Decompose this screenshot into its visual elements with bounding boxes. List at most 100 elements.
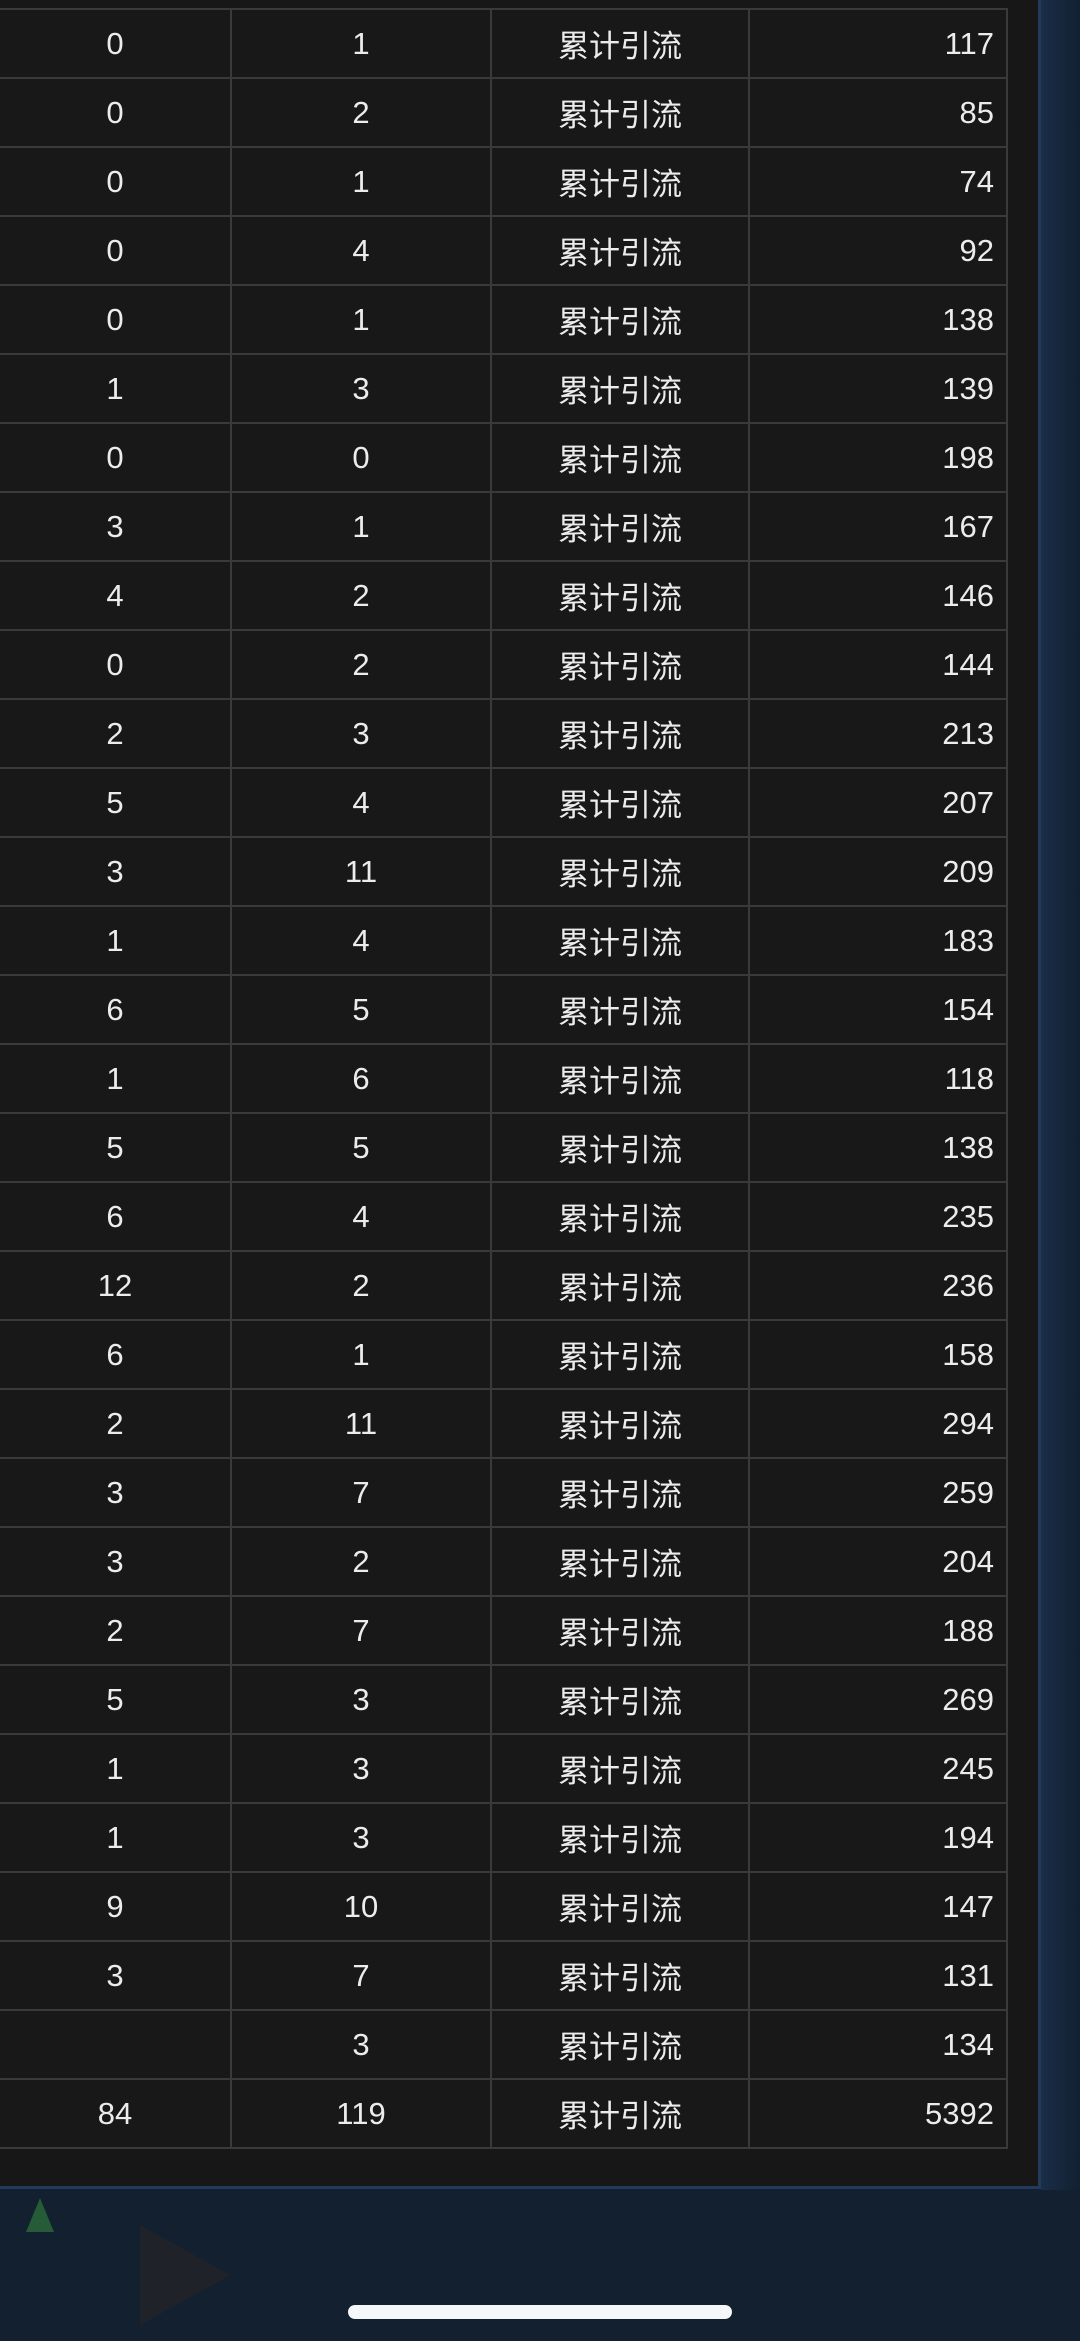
table-cell: 5392 bbox=[748, 2078, 1008, 2149]
table-cell: 1 bbox=[0, 905, 232, 976]
table-row: 2 3 累计引流 213 bbox=[0, 698, 1008, 769]
table-cell: 146 bbox=[748, 560, 1008, 631]
table-cell: 3 bbox=[0, 1457, 232, 1528]
table-cell: 累计引流 bbox=[490, 1388, 750, 1459]
table-cell: 0 bbox=[0, 8, 232, 79]
table-cell: 累计引流 bbox=[490, 836, 750, 907]
table-cell: 累计引流 bbox=[490, 1664, 750, 1735]
table-cell: 147 bbox=[748, 1871, 1008, 1942]
table-cell: 累计引流 bbox=[490, 974, 750, 1045]
table-cell: 累计引流 bbox=[490, 698, 750, 769]
table-cell: 235 bbox=[748, 1181, 1008, 1252]
table-cell: 2 bbox=[230, 1250, 492, 1321]
table-row: 3 累计引流 134 bbox=[0, 2009, 1008, 2080]
table-cell: 183 bbox=[748, 905, 1008, 976]
table-cell: 207 bbox=[748, 767, 1008, 838]
table-cell: 1 bbox=[0, 1043, 232, 1114]
table-cell: 209 bbox=[748, 836, 1008, 907]
home-indicator[interactable] bbox=[348, 2305, 732, 2319]
table-cell: 7 bbox=[230, 1595, 492, 1666]
table-cell: 138 bbox=[748, 1112, 1008, 1183]
data-table: 0 1 累计引流 117 0 2 累计引流 85 0 1 累计引流 74 0 4 累计引流 92 0 1 累计引流 1… bbox=[0, 8, 1008, 2149]
table-cell: 7 bbox=[230, 1457, 492, 1528]
table-row: 1 4 累计引流 183 bbox=[0, 905, 1008, 976]
table-cell: 0 bbox=[230, 422, 492, 493]
table-row: 0 2 累计引流 85 bbox=[0, 77, 1008, 148]
table-cell: 累计引流 bbox=[490, 1457, 750, 1528]
table-cell: 累计引流 bbox=[490, 146, 750, 217]
table-row: 3 7 累计引流 131 bbox=[0, 1940, 1008, 2011]
table-cell: 累计引流 bbox=[490, 1112, 750, 1183]
table-cell bbox=[0, 2009, 232, 2080]
table-row: 3 1 累计引流 167 bbox=[0, 491, 1008, 562]
table-row: 1 3 累计引流 194 bbox=[0, 1802, 1008, 1873]
table-cell: 144 bbox=[748, 629, 1008, 700]
table-row: 6 5 累计引流 154 bbox=[0, 974, 1008, 1045]
table-cell: 154 bbox=[748, 974, 1008, 1045]
table-cell: 1 bbox=[230, 8, 492, 79]
table-row: 4 2 累计引流 146 bbox=[0, 560, 1008, 631]
table-cell: 4 bbox=[230, 905, 492, 976]
table-cell: 9 bbox=[0, 1871, 232, 1942]
table-cell: 3 bbox=[230, 1733, 492, 1804]
table-cell: 198 bbox=[748, 422, 1008, 493]
table-row: 0 1 累计引流 117 bbox=[0, 8, 1008, 79]
panel-edge bbox=[1041, 0, 1080, 2190]
table-cell: 累计引流 bbox=[490, 77, 750, 148]
table-row: 2 7 累计引流 188 bbox=[0, 1595, 1008, 1666]
table-cell: 2 bbox=[0, 698, 232, 769]
table-row: 0 1 累计引流 138 bbox=[0, 284, 1008, 355]
table-cell: 269 bbox=[748, 1664, 1008, 1735]
table-cell: 累计引流 bbox=[490, 1802, 750, 1873]
table-cell: 2 bbox=[0, 1388, 232, 1459]
table-row: 5 5 累计引流 138 bbox=[0, 1112, 1008, 1183]
table-cell: 259 bbox=[748, 1457, 1008, 1528]
table-cell: 累计引流 bbox=[490, 422, 750, 493]
table-cell: 4 bbox=[230, 215, 492, 286]
table-cell: 1 bbox=[230, 491, 492, 562]
background-decoration bbox=[140, 2225, 230, 2325]
table-cell: 213 bbox=[748, 698, 1008, 769]
table-cell: 4 bbox=[230, 1181, 492, 1252]
table-cell: 1 bbox=[230, 284, 492, 355]
table-cell: 3 bbox=[230, 698, 492, 769]
table-cell: 1 bbox=[230, 1319, 492, 1390]
table-cell: 139 bbox=[748, 353, 1008, 424]
table-cell: 累计引流 bbox=[490, 1250, 750, 1321]
table-cell: 0 bbox=[0, 77, 232, 148]
table-row: 3 11 累计引流 209 bbox=[0, 836, 1008, 907]
table-cell: 累计引流 bbox=[490, 560, 750, 631]
table-cell: 累计引流 bbox=[490, 215, 750, 286]
table-cell: 3 bbox=[0, 1940, 232, 2011]
table-cell: 累计引流 bbox=[490, 1043, 750, 1114]
table-panel: 0 1 累计引流 117 0 2 累计引流 85 0 1 累计引流 74 0 4 累计引流 92 0 1 累计引流 1… bbox=[0, 0, 1041, 2189]
table-cell: 累计引流 bbox=[490, 2078, 750, 2149]
table-cell: 245 bbox=[748, 1733, 1008, 1804]
table-cell: 3 bbox=[230, 1802, 492, 1873]
table-row: 5 4 累计引流 207 bbox=[0, 767, 1008, 838]
table-cell: 117 bbox=[748, 8, 1008, 79]
table-row: 6 1 累计引流 158 bbox=[0, 1319, 1008, 1390]
table-cell: 7 bbox=[230, 1940, 492, 2011]
table-cell: 294 bbox=[748, 1388, 1008, 1459]
table-row: 0 1 累计引流 74 bbox=[0, 146, 1008, 217]
table-cell: 0 bbox=[0, 215, 232, 286]
table-cell: 累计引流 bbox=[490, 1940, 750, 2011]
table-cell: 6 bbox=[230, 1043, 492, 1114]
table-cell: 1 bbox=[0, 353, 232, 424]
table-cell: 3 bbox=[230, 1664, 492, 1735]
table-cell: 累计引流 bbox=[490, 1319, 750, 1390]
table-cell: 188 bbox=[748, 1595, 1008, 1666]
table-cell: 3 bbox=[0, 491, 232, 562]
table-cell: 6 bbox=[0, 1319, 232, 1390]
table-cell: 5 bbox=[0, 1664, 232, 1735]
table-cell: 累计引流 bbox=[490, 767, 750, 838]
table-cell: 3 bbox=[230, 353, 492, 424]
table-cell: 2 bbox=[230, 77, 492, 148]
total-row: 84 119 累计引流 5392 bbox=[0, 2078, 1008, 2149]
table-cell: 0 bbox=[0, 284, 232, 355]
table-cell: 0 bbox=[0, 629, 232, 700]
table-cell: 0 bbox=[0, 422, 232, 493]
table-row: 0 2 累计引流 144 bbox=[0, 629, 1008, 700]
table-cell: 2 bbox=[230, 560, 492, 631]
